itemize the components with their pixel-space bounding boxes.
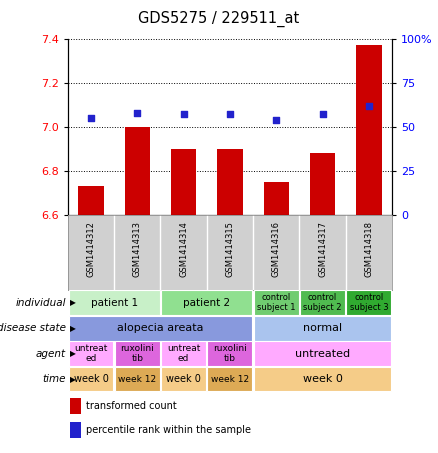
Bar — [70, 399, 81, 414]
Bar — [115, 341, 160, 366]
Bar — [254, 316, 391, 341]
Bar — [254, 290, 299, 315]
Point — [180, 111, 187, 118]
Bar — [69, 367, 113, 391]
Point — [319, 111, 326, 118]
Bar — [356, 45, 381, 215]
Text: GSM1414318: GSM1414318 — [364, 221, 373, 277]
Text: week 0: week 0 — [166, 374, 201, 384]
Text: alopecia areata: alopecia areata — [117, 323, 204, 333]
Text: untreat
ed: untreat ed — [74, 344, 108, 363]
Text: untreat
ed: untreat ed — [167, 344, 200, 363]
Bar — [78, 187, 104, 215]
Text: control
subject 2: control subject 2 — [303, 293, 342, 313]
Bar — [171, 149, 196, 215]
Bar — [124, 127, 150, 215]
Bar — [69, 341, 113, 366]
Text: patient 1: patient 1 — [91, 298, 138, 308]
Text: ruxolini
tib: ruxolini tib — [213, 344, 247, 363]
Bar — [161, 290, 252, 315]
Point — [365, 102, 372, 109]
Point — [134, 109, 141, 116]
Bar — [115, 367, 160, 391]
Text: control
subject 1: control subject 1 — [257, 293, 296, 313]
Bar — [300, 290, 345, 315]
Text: GSM1414317: GSM1414317 — [318, 221, 327, 277]
Bar — [69, 316, 252, 341]
Text: GSM1414315: GSM1414315 — [226, 221, 234, 277]
Bar — [161, 367, 206, 391]
Text: week 12: week 12 — [211, 375, 249, 384]
Text: GSM1414313: GSM1414313 — [133, 221, 142, 277]
Text: ▶: ▶ — [70, 375, 76, 384]
Point — [88, 114, 95, 121]
Bar — [161, 341, 206, 366]
Text: ruxolini
tib: ruxolini tib — [120, 344, 154, 363]
Bar — [254, 341, 391, 366]
Bar — [310, 153, 335, 215]
Text: week 0: week 0 — [303, 374, 343, 384]
Text: agent: agent — [35, 349, 66, 359]
Text: individual: individual — [15, 298, 66, 308]
Bar — [69, 290, 160, 315]
Text: control
subject 3: control subject 3 — [350, 293, 388, 313]
Bar — [70, 422, 81, 438]
Text: week 0: week 0 — [74, 374, 109, 384]
Text: GSM1414314: GSM1414314 — [179, 221, 188, 277]
Bar — [264, 182, 289, 215]
Text: ▶: ▶ — [70, 323, 76, 333]
Text: ▶: ▶ — [70, 298, 76, 307]
Text: transformed count: transformed count — [86, 401, 177, 411]
Text: percentile rank within the sample: percentile rank within the sample — [86, 425, 251, 435]
Bar — [208, 367, 252, 391]
Point — [273, 116, 280, 123]
Bar — [346, 290, 391, 315]
Bar — [217, 149, 243, 215]
Bar — [208, 341, 252, 366]
Point — [226, 111, 233, 118]
Bar — [254, 367, 391, 391]
Text: normal: normal — [303, 323, 342, 333]
Text: patient 2: patient 2 — [183, 298, 230, 308]
Text: GDS5275 / 229511_at: GDS5275 / 229511_at — [138, 11, 300, 27]
Text: week 12: week 12 — [118, 375, 156, 384]
Text: untreated: untreated — [295, 349, 350, 359]
Text: disease state: disease state — [0, 323, 66, 333]
Text: GSM1414312: GSM1414312 — [87, 221, 95, 277]
Text: GSM1414316: GSM1414316 — [272, 221, 281, 277]
Text: time: time — [42, 374, 66, 384]
Text: ▶: ▶ — [70, 349, 76, 358]
